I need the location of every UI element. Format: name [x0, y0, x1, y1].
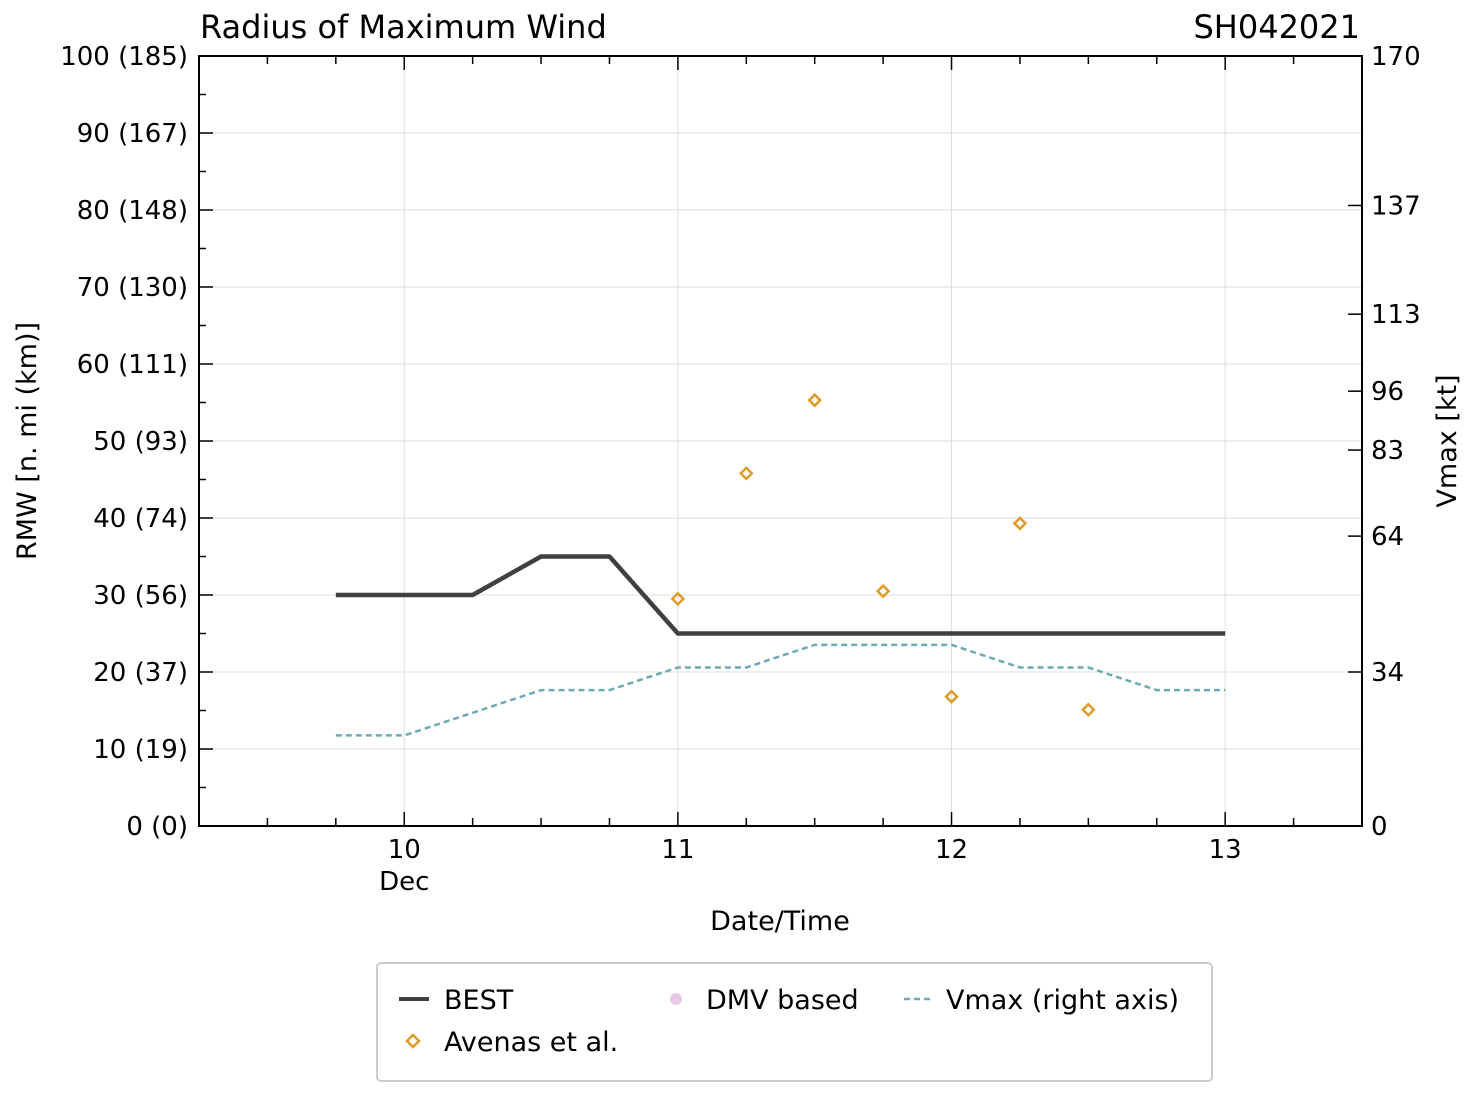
y-right-tick-label: 64	[1371, 522, 1404, 552]
best-line	[335, 554, 1226, 636]
y-tick-label: 100 (185)	[60, 42, 188, 72]
y-axis-left: 0 (0) 10 (19) 20 (37) 30 (56) 40 (74) 50 (93)…	[60, 42, 213, 842]
x-tick-label: 11	[661, 835, 694, 865]
y-axis-right: 0 34 64 83 96 113 137 170	[1348, 42, 1421, 842]
storm-id: SH042021	[1193, 8, 1360, 46]
avenas-point	[670, 591, 686, 607]
y-tick-label: 30 (56)	[93, 581, 188, 611]
legend: BEST Avenas et al. DMV based Vmax (right…	[376, 962, 1213, 1082]
legend-avenas-swatch	[405, 1033, 421, 1049]
y-right-tick-label: 34	[1371, 658, 1404, 688]
series-avenas	[670, 392, 1096, 717]
avenas-point	[739, 466, 754, 481]
y-tick-label: 90 (167)	[77, 119, 188, 149]
legend-best-label: BEST	[444, 985, 514, 1016]
y-tick-label: 50 (93)	[93, 427, 188, 457]
y-axis-right-label: Vmax [kt]	[1432, 374, 1463, 507]
x-tick-label: 12	[935, 835, 968, 865]
y-tick-label: 40 (74)	[93, 504, 188, 534]
grid	[199, 55, 1362, 827]
avenas-point	[807, 392, 822, 408]
legend-avenas-label: Avenas et al.	[444, 1027, 618, 1058]
y-right-tick-label: 0	[1371, 812, 1388, 842]
chart-title: Radius of Maximum Wind	[200, 8, 607, 46]
y-tick-label: 10 (19)	[93, 735, 188, 765]
series-best	[335, 554, 1226, 636]
x-axis-label: Date/Time	[710, 906, 850, 937]
avenas-point	[944, 689, 959, 704]
y-tick-label: 70 (130)	[77, 273, 188, 303]
y-tick-label: 20 (37)	[93, 658, 188, 688]
y-right-tick-label: 137	[1371, 191, 1421, 221]
avenas-point	[1081, 702, 1096, 717]
y-axis-label: RMW [n. mi (km)]	[12, 322, 43, 560]
series-vmax	[335, 643, 1226, 737]
x-tick-sublabel: Dec	[379, 867, 429, 897]
avenas-point	[1012, 516, 1028, 531]
legend-frame	[376, 962, 1213, 1082]
y-right-tick-label: 113	[1371, 300, 1421, 330]
vmax-line	[335, 643, 1226, 737]
legend-dmv-swatch	[670, 993, 682, 1005]
y-right-tick-label: 83	[1371, 436, 1404, 466]
avenas-point	[875, 583, 891, 599]
legend-dmv-label: DMV based	[706, 985, 859, 1016]
x-tick-label: 13	[1209, 835, 1242, 865]
y-right-tick-label: 96	[1371, 377, 1404, 407]
y-tick-label: 60 (111)	[77, 350, 188, 380]
legend-vmax-label: Vmax (right axis)	[946, 985, 1179, 1016]
y-right-tick-label: 170	[1371, 42, 1421, 72]
y-tick-label: 80 (148)	[77, 196, 188, 226]
y-tick-label: 0 (0)	[126, 812, 188, 842]
x-tick-label: 10	[388, 835, 421, 865]
